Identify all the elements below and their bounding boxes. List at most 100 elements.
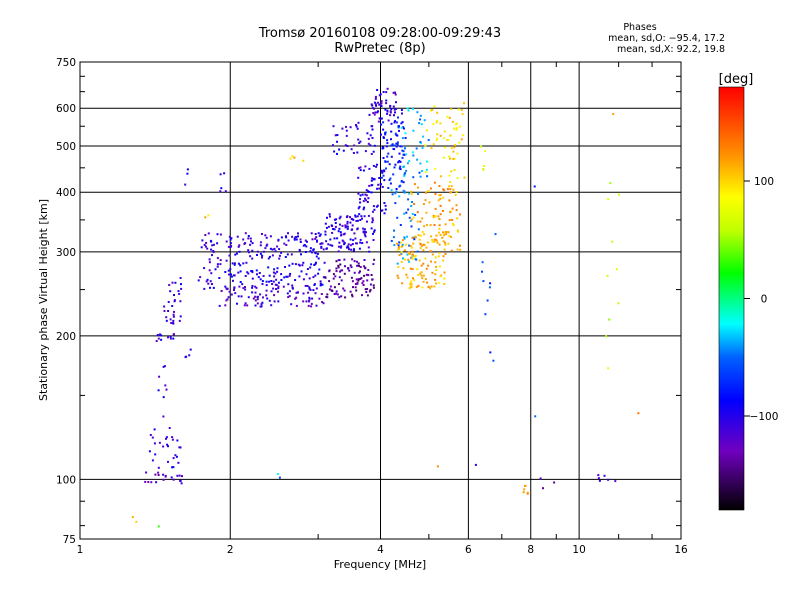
data-point	[186, 168, 189, 171]
data-point	[338, 283, 340, 286]
data-point	[336, 134, 339, 136]
data-point	[351, 228, 354, 231]
data-point	[343, 258, 346, 261]
data-point	[302, 244, 305, 247]
data-point	[247, 249, 250, 252]
data-point	[268, 280, 271, 283]
data-point	[365, 291, 368, 293]
data-point	[344, 144, 347, 147]
data-point	[394, 192, 397, 195]
data-point	[484, 150, 487, 153]
data-point	[350, 148, 353, 151]
data-point	[251, 270, 254, 273]
data-point	[287, 239, 290, 242]
data-point	[449, 188, 452, 191]
data-point	[359, 198, 361, 201]
data-point	[335, 270, 338, 273]
data-point	[483, 165, 485, 167]
data-point	[456, 152, 459, 155]
data-point	[406, 162, 409, 165]
data-point	[460, 108, 463, 111]
data-point	[458, 141, 461, 144]
data-point	[417, 228, 420, 231]
data-point	[234, 253, 237, 256]
data-point	[341, 224, 344, 227]
data-point	[373, 258, 376, 261]
data-point	[390, 122, 393, 125]
data-point	[434, 261, 437, 264]
data-point	[309, 250, 312, 253]
data-point	[307, 304, 310, 307]
data-point	[351, 218, 354, 221]
data-point	[411, 253, 414, 256]
data-point	[450, 235, 452, 238]
data-point	[451, 120, 454, 123]
data-point	[409, 252, 411, 255]
data-point	[178, 319, 181, 322]
data-point	[157, 471, 160, 474]
data-point	[358, 247, 361, 250]
data-point	[168, 284, 171, 286]
data-point	[277, 238, 280, 241]
data-point	[411, 236, 414, 239]
data-point	[452, 224, 455, 227]
data-point	[334, 225, 337, 228]
data-point	[162, 365, 165, 368]
data-point	[488, 286, 491, 289]
data-point	[406, 276, 409, 279]
data-point	[449, 134, 452, 137]
data-point	[357, 279, 360, 282]
data-point	[439, 204, 442, 207]
data-point	[443, 282, 446, 285]
data-point	[336, 237, 339, 240]
data-point	[351, 280, 354, 283]
y-tick-label: 200	[56, 331, 76, 343]
data-point	[304, 251, 307, 253]
data-point	[212, 286, 215, 289]
y-tick-label: 500	[56, 141, 76, 153]
data-point	[444, 223, 447, 226]
data-point	[321, 283, 324, 286]
data-point	[167, 310, 170, 312]
data-point	[443, 146, 446, 149]
data-point	[423, 119, 426, 122]
data-point	[448, 234, 451, 237]
data-point	[370, 125, 373, 128]
data-point	[422, 280, 425, 283]
data-point	[262, 250, 265, 253]
data-point	[603, 474, 606, 477]
data-point	[391, 143, 394, 146]
data-point	[216, 242, 219, 245]
data-point	[169, 318, 172, 321]
data-point	[229, 268, 232, 271]
data-point	[334, 222, 337, 224]
data-point	[370, 274, 373, 276]
data-point	[211, 244, 214, 247]
x-tick-label: 10	[572, 544, 585, 556]
data-point	[444, 230, 447, 233]
data-point	[350, 248, 353, 251]
data-point	[533, 185, 536, 188]
data-point	[372, 150, 375, 153]
data-point	[411, 108, 414, 111]
data-point	[312, 249, 315, 251]
data-point	[455, 191, 458, 193]
data-point	[327, 243, 330, 246]
data-point	[384, 108, 387, 111]
data-point	[335, 267, 338, 270]
data-point	[450, 185, 453, 188]
data-point	[434, 273, 437, 276]
data-point	[157, 474, 160, 476]
data-point	[393, 166, 396, 169]
data-point	[261, 280, 264, 283]
data-point	[444, 241, 446, 244]
data-point	[245, 261, 248, 264]
data-point	[214, 268, 217, 271]
data-point	[225, 299, 228, 302]
data-point	[188, 354, 191, 357]
data-point	[403, 191, 406, 194]
data-point	[605, 335, 608, 338]
data-point	[420, 244, 423, 247]
data-point	[363, 274, 366, 277]
